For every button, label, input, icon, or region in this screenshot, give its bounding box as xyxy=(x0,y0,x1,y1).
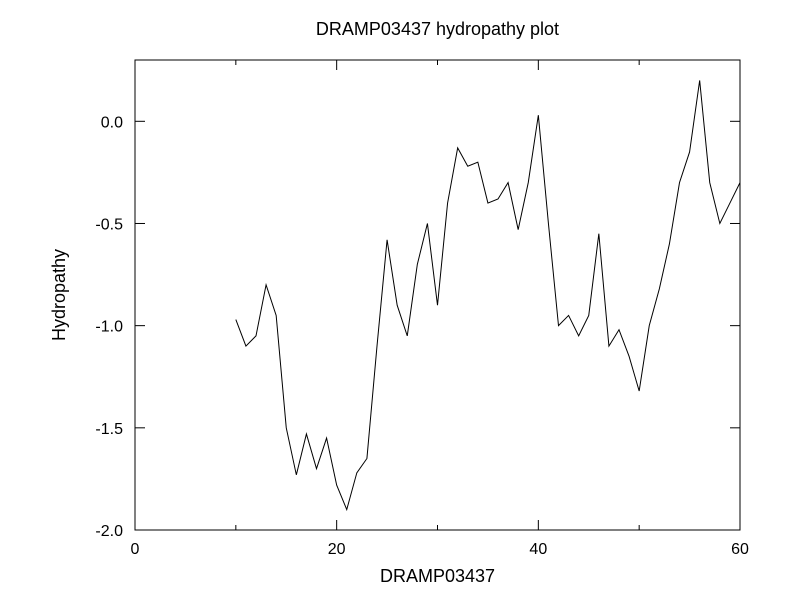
chart-container: 0 20 40 60 -2.0 -1.5 -1.0 -0.5 0.0 DRAMP03437 hyd… xyxy=(0,0,800,600)
plot-frame xyxy=(135,60,740,530)
x-tick-label: 20 xyxy=(328,541,346,558)
y-tick-label: 0.0 xyxy=(101,114,123,131)
x-axis-label: DRAMP03437 xyxy=(380,566,495,586)
hydropathy-chart: 0 20 40 60 -2.0 -1.5 -1.0 -0.5 0.0 DRAMP03437 hyd… xyxy=(0,0,800,600)
y-tick-label: -0.5 xyxy=(95,216,123,233)
y-axis-label: Hydropathy xyxy=(49,249,69,341)
hydropathy-line xyxy=(236,80,740,509)
x-tick-label: 40 xyxy=(529,541,547,558)
x-tick-label: 60 xyxy=(731,541,749,558)
chart-title: DRAMP03437 hydropathy plot xyxy=(316,19,559,39)
y-tick-label: -2.0 xyxy=(95,523,123,540)
y-tick-label: -1.5 xyxy=(95,421,123,438)
x-tick-label: 0 xyxy=(131,541,140,558)
y-tick-label: -1.0 xyxy=(95,319,123,336)
